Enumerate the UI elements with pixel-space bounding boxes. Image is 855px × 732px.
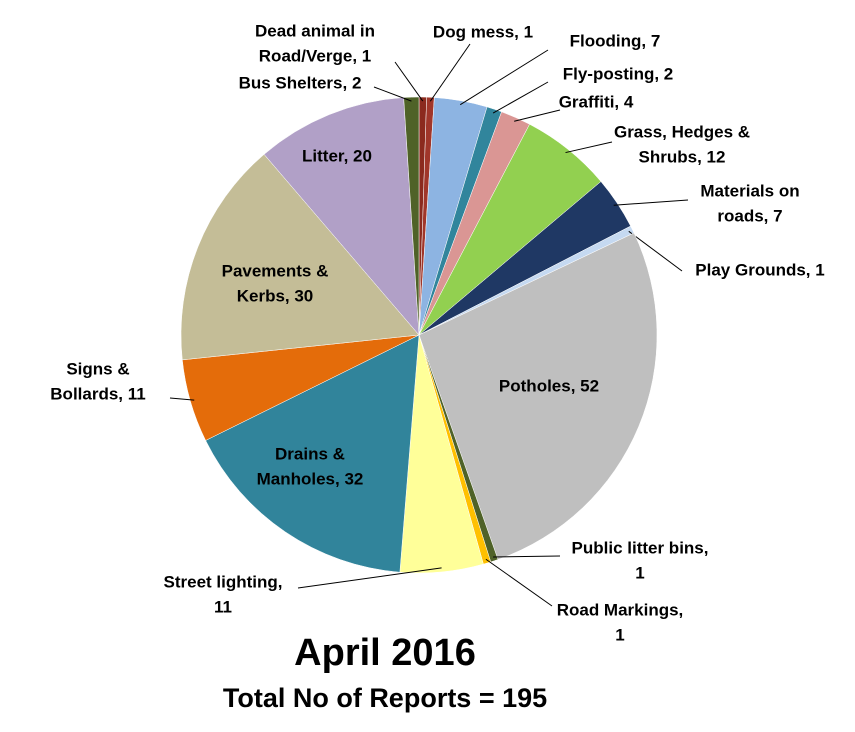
leader-line bbox=[628, 230, 683, 272]
slice-label: Road/Verge, 1 bbox=[259, 46, 371, 65]
leader-line bbox=[613, 199, 689, 206]
pie-slice bbox=[403, 96, 420, 336]
slice-label: Kerbs, 30 bbox=[237, 286, 314, 305]
slice-label: 11 bbox=[214, 597, 232, 616]
slice-label: Flooding, 7 bbox=[570, 31, 661, 50]
slice-label: 1 bbox=[635, 563, 644, 582]
slice-label: Bus Shelters, 2 bbox=[239, 73, 362, 92]
leader-line bbox=[373, 86, 412, 102]
slice-label: Fly-posting, 2 bbox=[563, 64, 674, 83]
slice-label: Manholes, 32 bbox=[257, 469, 364, 488]
slice-label: Litter, 20 bbox=[302, 146, 372, 165]
slice-label: Dog mess, 1 bbox=[433, 22, 533, 41]
slice-label: 1 bbox=[615, 625, 624, 644]
pie-slice bbox=[180, 153, 420, 361]
pie-slice bbox=[263, 97, 420, 336]
leader-line bbox=[394, 61, 424, 102]
leader-line bbox=[493, 555, 561, 558]
slice-label: Public litter bins, bbox=[572, 538, 709, 557]
chart-subtitle: Total No of Reports = 195 bbox=[223, 683, 547, 713]
slice-label: Shrubs, 12 bbox=[639, 147, 726, 166]
leader-line bbox=[565, 141, 613, 154]
slice-label: Road Markings, bbox=[557, 600, 684, 619]
leader-line bbox=[429, 43, 471, 102]
leader-line bbox=[514, 109, 561, 122]
slice-label: roads, 7 bbox=[717, 206, 782, 225]
pie-slice bbox=[205, 334, 420, 573]
leader-line bbox=[459, 49, 549, 106]
leader-line bbox=[297, 567, 442, 589]
slice-label: Dead animal in bbox=[255, 21, 375, 40]
slice-label: Materials on bbox=[700, 181, 799, 200]
slice-label: Potholes, 52 bbox=[499, 376, 599, 395]
slice-label: Grass, Hedges & bbox=[614, 122, 750, 141]
slice-label: Drains & bbox=[275, 444, 345, 463]
slice-label: Bollards, 11 bbox=[50, 384, 145, 403]
leader-line bbox=[485, 558, 553, 607]
slice-label: Pavements & bbox=[222, 261, 329, 280]
chart-title: April 2016 bbox=[294, 632, 476, 674]
slice-label: Signs & bbox=[66, 359, 129, 378]
leader-line bbox=[169, 397, 195, 401]
slice-label: Play Grounds, 1 bbox=[695, 260, 824, 279]
slice-label: Graffiti, 4 bbox=[559, 92, 634, 111]
slice-label: Street lighting, bbox=[164, 572, 283, 591]
pie-slice bbox=[418, 232, 658, 560]
leader-line bbox=[492, 81, 549, 114]
